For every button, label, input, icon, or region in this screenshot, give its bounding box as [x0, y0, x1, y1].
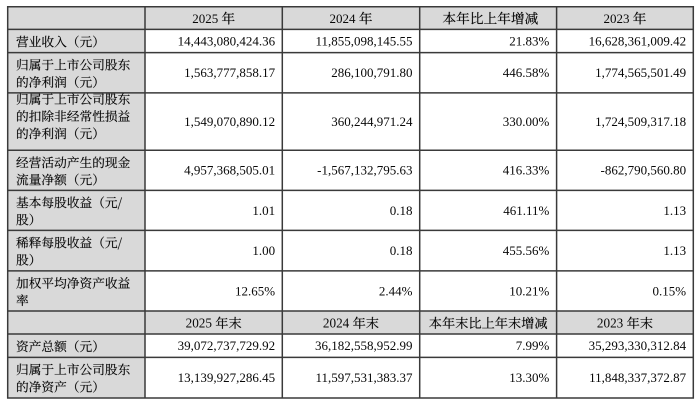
- svg-text:7.99%: 7.99%: [516, 338, 550, 353]
- svg-text:14,443,080,424.36: 14,443,080,424.36: [178, 33, 276, 48]
- svg-text:1,549,070,890.12: 1,549,070,890.12: [184, 114, 275, 129]
- svg-text:1,774,565,501.49: 1,774,565,501.49: [595, 65, 686, 80]
- svg-text:461.11%: 461.11%: [503, 203, 549, 218]
- svg-text:1,563,777,858.17: 1,563,777,858.17: [184, 65, 276, 80]
- svg-text:2.44%: 2.44%: [379, 283, 413, 298]
- svg-text:0.18: 0.18: [390, 243, 413, 258]
- svg-text:2024: 2024: [323, 315, 350, 330]
- svg-text:4,957,368,505.01: 4,957,368,505.01: [184, 163, 275, 178]
- svg-text:1.01: 1.01: [252, 203, 275, 218]
- svg-text:-862,790,560.80: -862,790,560.80: [601, 163, 687, 178]
- svg-text:1.13: 1.13: [663, 203, 686, 218]
- svg-text:330.00%: 330.00%: [503, 114, 550, 129]
- svg-text:2023: 2023: [604, 11, 630, 26]
- svg-text:13.30%: 13.30%: [509, 370, 549, 385]
- svg-text:13,139,927,286.45: 13,139,927,286.45: [178, 370, 276, 385]
- svg-text:446.58%: 446.58%: [503, 65, 550, 80]
- svg-text:21.83%: 21.83%: [509, 33, 549, 48]
- svg-text:39,072,737,729.92: 39,072,737,729.92: [178, 338, 276, 353]
- svg-text:2025: 2025: [192, 11, 218, 26]
- svg-text:36,182,558,952.99: 36,182,558,952.99: [315, 338, 413, 353]
- svg-text:11,855,098,145.55: 11,855,098,145.55: [315, 33, 412, 48]
- svg-text:455.56%: 455.56%: [503, 243, 550, 258]
- svg-text:0.18: 0.18: [390, 203, 413, 218]
- svg-text:286,100,791.80: 286,100,791.80: [331, 65, 412, 80]
- svg-text:360,244,971.24: 360,244,971.24: [331, 114, 413, 129]
- svg-text:1.13: 1.13: [663, 243, 686, 258]
- svg-text:1.00: 1.00: [252, 243, 275, 258]
- svg-text:1,724,509,317.18: 1,724,509,317.18: [595, 114, 686, 129]
- svg-text:2023: 2023: [597, 315, 624, 330]
- svg-text:-1,567,132,795.63: -1,567,132,795.63: [317, 163, 412, 178]
- svg-text:416.33%: 416.33%: [503, 163, 550, 178]
- svg-text:12.65%: 12.65%: [235, 283, 275, 298]
- svg-text:16,628,361,009.42: 16,628,361,009.42: [589, 33, 687, 48]
- svg-text:0.15%: 0.15%: [653, 283, 687, 298]
- svg-text:11,597,531,383.37: 11,597,531,383.37: [315, 370, 413, 385]
- svg-text:2024: 2024: [330, 11, 357, 26]
- svg-text:2025: 2025: [186, 315, 213, 330]
- svg-text:10.21%: 10.21%: [509, 283, 549, 298]
- svg-text:11,848,337,372.87: 11,848,337,372.87: [589, 370, 687, 385]
- svg-text:35,293,330,312.84: 35,293,330,312.84: [589, 338, 687, 353]
